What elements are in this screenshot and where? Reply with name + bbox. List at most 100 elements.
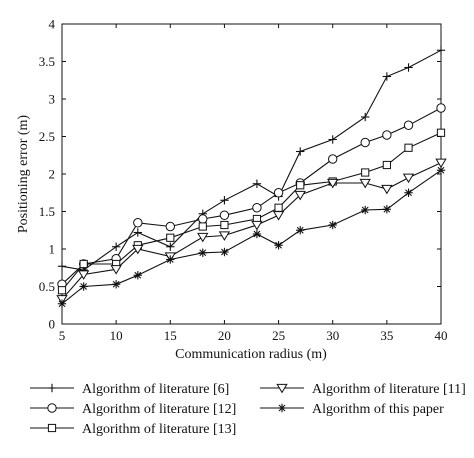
data-point (361, 112, 370, 122)
data-point (328, 135, 337, 144)
data-point (166, 242, 175, 251)
data-point (436, 166, 446, 175)
data-point (436, 46, 446, 55)
data-point (404, 143, 413, 152)
data-point (436, 128, 446, 137)
legend-marker (47, 383, 57, 393)
data-point (296, 147, 305, 156)
data-point (110, 265, 122, 275)
circle-shape (328, 154, 338, 164)
data-point (274, 241, 283, 250)
triangle-shape (435, 158, 447, 169)
series-5 (57, 166, 446, 308)
x-tick-label: 15 (164, 328, 177, 343)
data-point (198, 214, 208, 224)
series-1 (57, 46, 446, 275)
triangle-shape (218, 231, 231, 241)
legend-marker (47, 423, 57, 433)
data-point (133, 218, 143, 228)
x-tick-label: 30 (326, 328, 339, 343)
circle-shape (47, 403, 57, 413)
data-point (294, 190, 306, 201)
square-shape (198, 222, 207, 231)
data-point (252, 179, 262, 188)
data-point (132, 244, 144, 255)
triangle-shape (272, 211, 285, 221)
data-point (402, 173, 415, 184)
square-shape (382, 160, 391, 170)
series-4 (56, 158, 447, 305)
y-tick-label: 2.5 (39, 129, 55, 144)
data-point (133, 271, 142, 280)
square-shape (57, 286, 67, 295)
data-point (436, 103, 446, 113)
circle-shape (273, 188, 284, 198)
data-point (273, 188, 284, 198)
triangle-shape (110, 265, 122, 275)
y-tick-label: 4 (49, 17, 56, 32)
triangle-shape (359, 178, 371, 189)
data-point (79, 282, 88, 291)
data-point (220, 220, 229, 230)
data-point (360, 137, 370, 148)
data-point (404, 188, 413, 197)
data-point (166, 255, 175, 264)
data-point (252, 229, 262, 239)
legend-item: Algorithm of this paper (260, 402, 444, 417)
legend-marker (277, 403, 287, 413)
legend-label: Algorithm of literature [11] (312, 382, 466, 397)
circle-shape (382, 130, 392, 140)
series-group (56, 46, 447, 308)
circle-shape (252, 203, 262, 213)
axes (61, 23, 442, 325)
data-point (165, 221, 175, 232)
y-axis-title: Positioning error (m) (16, 115, 31, 234)
data-point (327, 178, 339, 189)
triangle-shape (381, 184, 393, 195)
square-shape (79, 259, 88, 269)
x-tick-label: 10 (110, 328, 123, 343)
data-point (218, 231, 231, 241)
square-shape (166, 233, 175, 242)
data-point (382, 205, 392, 214)
data-point (382, 130, 392, 140)
data-point (197, 232, 209, 243)
data-point (198, 248, 207, 257)
data-point (251, 220, 263, 231)
square-shape (220, 220, 229, 230)
data-point (220, 196, 229, 205)
square-shape (47, 423, 57, 433)
data-point (111, 280, 121, 289)
legend-marker (47, 403, 57, 413)
data-point (77, 270, 90, 280)
triangle-shape (132, 244, 144, 255)
legend-label: Algorithm of literature [13] (82, 422, 236, 437)
circle-shape (165, 221, 175, 232)
y-tick-label: 3.5 (39, 54, 55, 69)
y-tick-label: 1 (49, 242, 56, 257)
legend-item: Algorithm of literature [13] (30, 422, 236, 437)
data-point (403, 120, 414, 130)
square-shape (404, 143, 413, 152)
data-point (359, 178, 371, 189)
circle-shape (219, 210, 230, 220)
legend-label: Algorithm of literature [6] (82, 382, 229, 397)
data-point (381, 184, 393, 195)
data-point (57, 262, 67, 271)
x-axis-title: Communication radius (m) (175, 347, 327, 362)
legend-label: Algorithm of literature [12] (82, 402, 236, 417)
data-point (296, 181, 305, 190)
data-point (272, 211, 285, 221)
circle-shape (133, 218, 143, 228)
legend-item: Algorithm of literature [11] (260, 382, 466, 397)
legend-item: Algorithm of literature [6] (30, 382, 229, 397)
y-tick-label: 3 (49, 92, 56, 107)
data-point (274, 203, 283, 212)
square-shape (436, 128, 446, 137)
triangle-shape (251, 220, 263, 231)
data-point (220, 247, 229, 257)
data-point (404, 63, 413, 72)
x-tick-label: 40 (435, 328, 448, 343)
